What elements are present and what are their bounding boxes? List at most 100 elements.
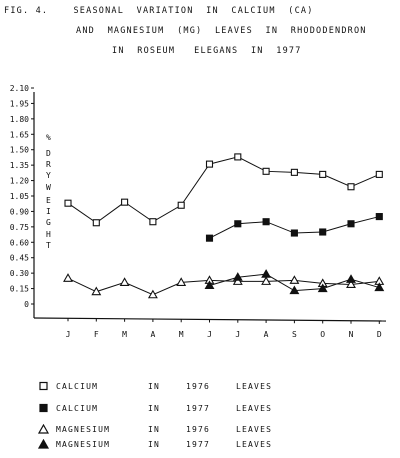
y-tick-label: 1.05: [10, 192, 29, 201]
data-point: [64, 199, 72, 207]
y-axis-ticks: 0 0.15 0.30 0.45 0.60 0.75 0.90 1.05 1.20 1.35 1.5…: [10, 84, 34, 309]
legend-label: 1977: [186, 403, 211, 413]
x-tick-label: F: [94, 330, 99, 339]
y-tick-label: 1.50: [10, 146, 29, 155]
data-point: [317, 283, 328, 293]
series-open-square: [64, 153, 383, 227]
chart-series: [63, 153, 385, 299]
data-point: [289, 285, 300, 295]
data-point: [290, 168, 298, 176]
data-point: [347, 220, 355, 228]
data-point: [205, 160, 214, 168]
y-tick-label: 0.75: [10, 223, 29, 232]
y-tick-label: 1.35: [10, 161, 29, 170]
data-point: [149, 218, 157, 226]
series-line: [67, 277, 380, 296]
legend-open-square-icon: [39, 381, 48, 391]
legend-label: 1976: [186, 424, 211, 434]
y-axis-unit-label: %: [46, 133, 51, 142]
y-axis-title-letter: D: [46, 149, 51, 158]
data-point: [92, 219, 100, 227]
legend-label: IN: [148, 439, 161, 449]
data-point: [290, 229, 298, 237]
legend-filled-triangle-icon: [38, 439, 50, 449]
x-tick-label: J: [235, 330, 240, 339]
data-point: [261, 276, 272, 285]
y-tick-label: 0.30: [10, 269, 29, 278]
series-open-triangle: [63, 273, 385, 299]
data-point: [204, 280, 215, 290]
x-tick-label: A: [264, 330, 269, 339]
chart-title-line-1: FIG. 4. SEASONAL VARIATION IN CALCIUM (C…: [4, 6, 314, 16]
data-point: [234, 153, 242, 161]
y-tick-label: 1.65: [10, 130, 29, 139]
legend-label: 1977: [186, 439, 211, 449]
legend-label: MAGNESIUM: [56, 439, 111, 449]
y-tick-label: 0.15: [10, 285, 29, 294]
data-point: [346, 274, 356, 283]
data-point: [289, 275, 300, 284]
x-tick-label: A: [150, 330, 155, 339]
data-point: [262, 167, 270, 175]
series-filled-triangle: [204, 269, 385, 295]
data-point: [374, 282, 385, 292]
data-point: [319, 170, 327, 178]
data-point: [261, 269, 272, 278]
data-point: [375, 170, 383, 178]
legend-label: IN: [148, 424, 161, 434]
legend-label: 1976: [186, 381, 211, 391]
legend-item: MAGNESIUM IN 1977 LEAVES: [38, 438, 272, 450]
data-point: [119, 277, 130, 286]
data-point: [147, 289, 158, 299]
y-tick-label: 2.10: [10, 84, 29, 93]
data-point: [176, 277, 187, 286]
y-axis-title-letter: G: [46, 218, 51, 227]
x-tick-label: O: [320, 330, 325, 339]
data-point: [232, 276, 243, 285]
y-axis-title-letter: R: [46, 160, 51, 169]
y-axis-title-letter: Y: [46, 171, 51, 180]
x-tick-label: J: [66, 330, 71, 339]
data-point: [205, 234, 214, 242]
y-axis-title-letter: H: [46, 230, 51, 239]
x-tick-label: M: [179, 330, 184, 339]
legend-item: MAGNESIUM IN 1976 LEAVES: [38, 423, 272, 435]
chart-title-line-3: IN ROSEUM ELEGANS IN 1977: [112, 46, 302, 56]
x-tick-label: M: [122, 330, 127, 339]
legend-label: MAGNESIUM: [56, 424, 111, 434]
chart-title-line-2: AND MAGNESIUM (MG) LEAVES IN RHODODENDRO…: [76, 26, 367, 36]
legend-open-triangle-icon: [38, 424, 50, 434]
series-line: [67, 156, 380, 224]
series-filled-square: [205, 213, 383, 242]
legend-label: LEAVES: [236, 381, 273, 391]
y-tick-label: 1.95: [10, 99, 29, 108]
data-point: [262, 218, 270, 226]
legend-item: CALCIUM IN 1976 LEAVES: [38, 380, 272, 392]
data-point: [232, 272, 243, 281]
y-tick-label: 1.80: [10, 115, 29, 124]
x-tick-label: S: [292, 330, 297, 339]
data-point: [63, 273, 73, 282]
legend-filled-square-icon: [39, 403, 48, 413]
data-point: [346, 279, 356, 289]
legend-label: CALCIUM: [56, 381, 99, 391]
legend-label: IN: [148, 403, 161, 413]
legend-label: CALCIUM: [56, 403, 99, 413]
legend-label: LEAVES: [236, 439, 273, 449]
data-point: [319, 228, 327, 236]
x-tick-label: N: [349, 330, 354, 339]
data-point: [121, 198, 129, 206]
y-tick-label: 0: [24, 300, 29, 309]
legend-label: LEAVES: [236, 403, 273, 413]
data-point: [375, 213, 383, 221]
y-tick-label: 0.90: [10, 207, 29, 216]
legend-label: LEAVES: [236, 424, 273, 434]
data-point: [177, 201, 185, 209]
y-tick-label: 0.45: [10, 254, 29, 263]
data-point: [234, 220, 242, 228]
legend-item: CALCIUM IN 1977 LEAVES: [38, 402, 272, 414]
y-axis-title-letter: E: [46, 196, 51, 205]
x-tick-label: J: [207, 330, 212, 339]
